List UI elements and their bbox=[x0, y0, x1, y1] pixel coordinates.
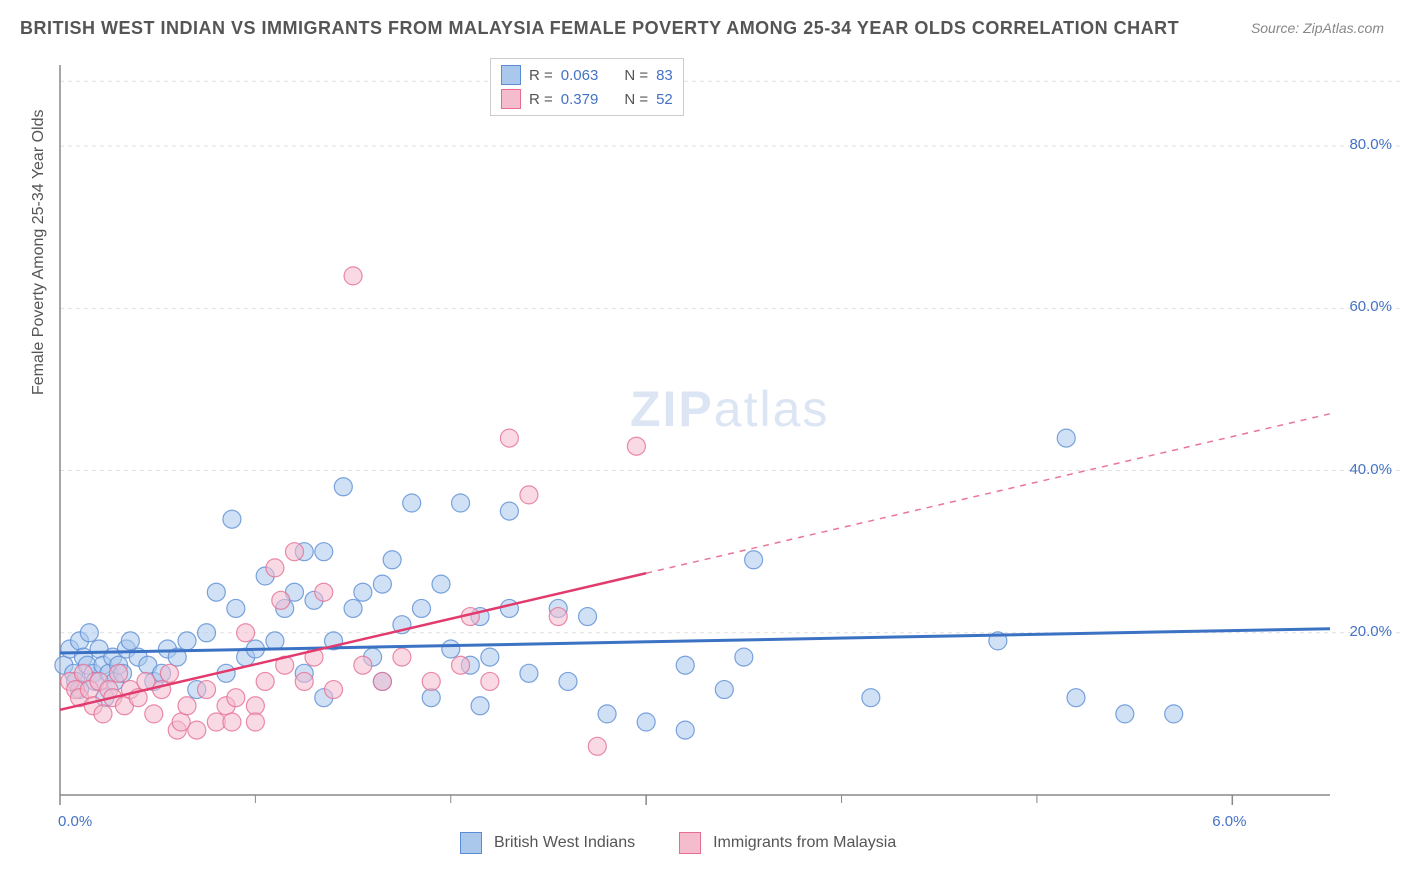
chart-title: BRITISH WEST INDIAN VS IMMIGRANTS FROM M… bbox=[20, 18, 1179, 39]
y-axis-label: Female Poverty Among 25-34 Year Olds bbox=[30, 110, 48, 396]
swatch-series-1 bbox=[460, 832, 482, 854]
series-2-name: Immigrants from Malaysia bbox=[713, 834, 896, 852]
swatch-series-2 bbox=[679, 832, 701, 854]
legend-row-2: R = 0.379 N = 52 bbox=[501, 87, 673, 111]
series-1-name: British West Indians bbox=[494, 834, 635, 852]
legend-row-1: R = 0.063 N = 83 bbox=[501, 63, 673, 87]
swatch-series-2 bbox=[501, 89, 521, 109]
y-tick-label: 60.0% bbox=[1349, 298, 1392, 315]
x-tick-label: 0.0% bbox=[58, 813, 92, 830]
swatch-series-1 bbox=[501, 65, 521, 85]
n-label: N = bbox=[624, 91, 648, 108]
r-label: R = bbox=[529, 91, 553, 108]
n-label: N = bbox=[624, 67, 648, 84]
watermark: ZIPatlas bbox=[630, 380, 829, 438]
r-label: R = bbox=[529, 67, 553, 84]
n-value-1: 83 bbox=[656, 67, 673, 84]
correlation-legend: R = 0.063 N = 83 R = 0.379 N = 52 bbox=[490, 58, 684, 116]
series-legend: British West Indians Immigrants from Mal… bbox=[460, 832, 896, 854]
r-value-2: 0.379 bbox=[561, 91, 599, 108]
r-value-1: 0.063 bbox=[561, 67, 599, 84]
n-value-2: 52 bbox=[656, 91, 673, 108]
y-tick-label: 40.0% bbox=[1349, 461, 1392, 478]
source-label: Source: ZipAtlas.com bbox=[1251, 20, 1384, 36]
x-tick-label: 6.0% bbox=[1212, 813, 1246, 830]
y-tick-label: 20.0% bbox=[1349, 623, 1392, 640]
y-tick-label: 80.0% bbox=[1349, 136, 1392, 153]
